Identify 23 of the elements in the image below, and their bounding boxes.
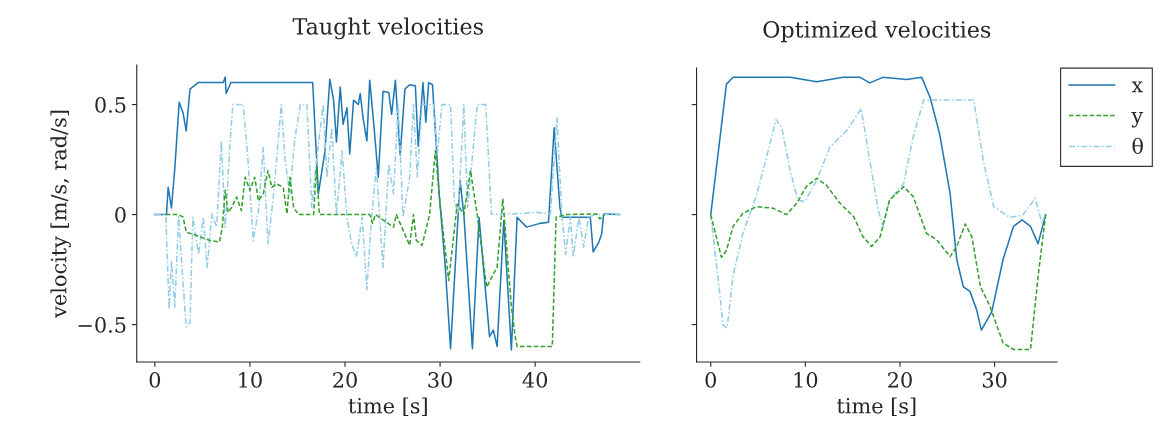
x-tick-label: 0 <box>705 372 716 388</box>
chart-title: Taught velocities <box>292 17 483 40</box>
y-tick-label: −0.5 <box>78 317 126 333</box>
x-tick-label: 40 <box>522 372 548 388</box>
x-axis-title: time [s] <box>348 397 427 416</box>
x-tick-label: 0 <box>149 372 161 388</box>
chart-title: Optimized velocities <box>763 20 991 43</box>
legend-label: θ <box>1132 137 1143 154</box>
line-series <box>165 150 606 348</box>
x-tick-label: 30 <box>982 372 1007 388</box>
y-tick-label: 0.5 <box>95 97 126 113</box>
y-axis-title: velocity [m/s, rad/s] <box>50 110 71 318</box>
x-tick-label: 30 <box>428 372 452 388</box>
x-tick-label: 10 <box>794 372 818 388</box>
x-tick-label: 10 <box>239 372 262 388</box>
y-tick-label: 0 <box>115 207 126 223</box>
x-tick-label: 20 <box>333 372 357 388</box>
legend-label: y <box>1131 112 1144 128</box>
line-series <box>154 76 621 351</box>
x-tick-label: 20 <box>888 372 912 388</box>
line-series <box>154 103 621 328</box>
x-axis-title: time [s] <box>837 397 916 416</box>
legend-label: x <box>1131 81 1143 93</box>
